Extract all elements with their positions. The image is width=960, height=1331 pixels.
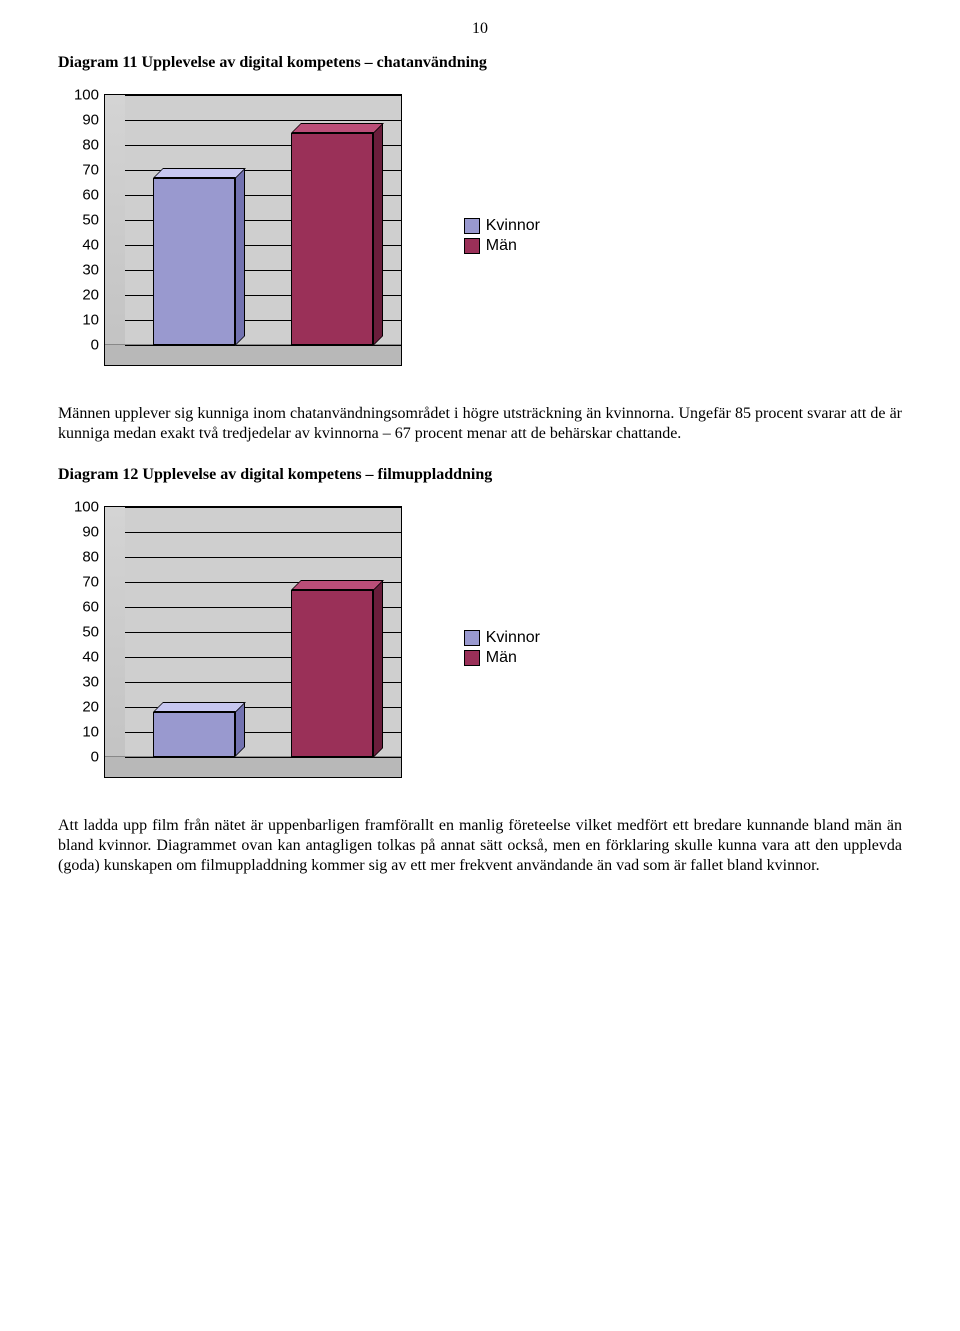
chart-a-floor (105, 344, 401, 365)
bar-top (153, 702, 246, 712)
legend-item-man: Män (464, 649, 540, 667)
y-tick-label: 20 (63, 287, 99, 304)
chart-a-title: Diagram 11 Upplevelse av digital kompete… (58, 54, 902, 72)
chart-a-plot: 0102030405060708090100 (104, 94, 402, 366)
chart-a-bars (125, 95, 401, 345)
bar-front (153, 178, 236, 346)
y-tick-label: 30 (63, 262, 99, 279)
y-tick-label: 60 (63, 187, 99, 204)
legend-label: Kvinnor (486, 217, 540, 235)
chart-b-title: Diagram 12 Upplevelse av digital kompete… (58, 466, 902, 484)
y-tick-label: 70 (63, 574, 99, 591)
y-tick-label: 100 (63, 499, 99, 516)
chart-a-body-text: Männen upplever sig kunniga inom chatanv… (58, 404, 902, 444)
bar-front (153, 712, 236, 757)
legend-label: Män (486, 649, 517, 667)
chart-b-bars (125, 507, 401, 757)
chart-b-floor (105, 756, 401, 777)
legend-swatch-kvinnor (464, 630, 480, 646)
chart-a-legend: Kvinnor Män (464, 215, 540, 257)
chart-bar (153, 178, 236, 346)
bar-side (235, 702, 245, 757)
bar-top (153, 168, 246, 178)
bar-side (235, 168, 245, 346)
chart-a: 0102030405060708090100 Kvinnor Män (60, 86, 540, 386)
bar-top (291, 580, 384, 590)
legend-swatch-kvinnor (464, 218, 480, 234)
chart-b: 0102030405060708090100 Kvinnor Män (60, 498, 540, 798)
y-tick-label: 90 (63, 112, 99, 129)
legend-label: Män (486, 237, 517, 255)
y-tick-label: 50 (63, 212, 99, 229)
y-tick-label: 90 (63, 524, 99, 541)
y-tick-label: 10 (63, 312, 99, 329)
y-tick-label: 10 (63, 724, 99, 741)
document-page: 10 Diagram 11 Upplevelse av digital komp… (0, 0, 960, 948)
page-number: 10 (58, 20, 902, 38)
legend-item-kvinnor: Kvinnor (464, 629, 540, 647)
bar-side (373, 580, 383, 758)
y-tick-label: 60 (63, 599, 99, 616)
chart-b-plot: 0102030405060708090100 (104, 506, 402, 778)
gridline (125, 345, 401, 346)
chart-bar (291, 590, 374, 758)
y-tick-label: 0 (63, 337, 99, 354)
y-tick-label: 80 (63, 137, 99, 154)
chart-b-body-text: Att ladda upp film från nätet är uppenba… (58, 816, 902, 876)
legend-item-kvinnor: Kvinnor (464, 217, 540, 235)
y-tick-label: 100 (63, 87, 99, 104)
legend-label: Kvinnor (486, 629, 540, 647)
bar-front (291, 590, 374, 758)
legend-swatch-man (464, 650, 480, 666)
bar-side (373, 123, 383, 346)
y-tick-label: 70 (63, 162, 99, 179)
legend-swatch-man (464, 238, 480, 254)
chart-bar (291, 133, 374, 346)
legend-item-man: Män (464, 237, 540, 255)
y-tick-label: 50 (63, 624, 99, 641)
bar-front (291, 133, 374, 346)
y-tick-label: 80 (63, 549, 99, 566)
y-tick-label: 20 (63, 699, 99, 716)
y-tick-label: 40 (63, 649, 99, 666)
chart-bar (153, 712, 236, 757)
gridline (125, 757, 401, 758)
y-tick-label: 30 (63, 674, 99, 691)
chart-b-legend: Kvinnor Män (464, 627, 540, 669)
y-tick-label: 0 (63, 749, 99, 766)
bar-top (291, 123, 384, 133)
y-tick-label: 40 (63, 237, 99, 254)
